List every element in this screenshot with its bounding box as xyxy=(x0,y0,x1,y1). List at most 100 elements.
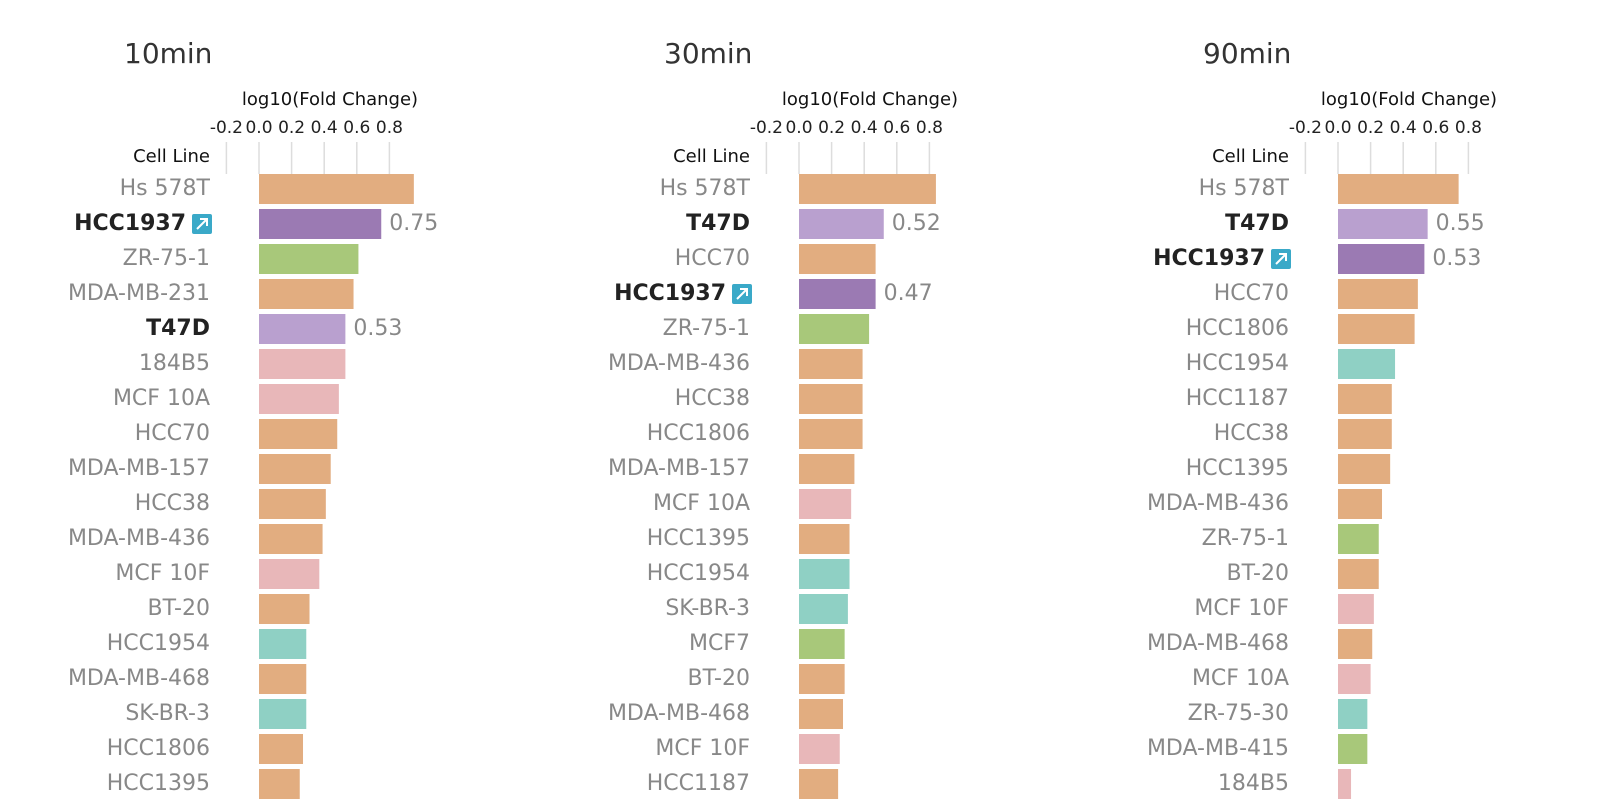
value-label: 0.53 xyxy=(353,316,402,341)
bar xyxy=(259,244,359,274)
bar xyxy=(259,629,307,659)
bar xyxy=(1338,594,1374,624)
y-tick-label: Hs 578T xyxy=(1199,176,1290,201)
bar xyxy=(1338,349,1396,379)
y-tick-label: HCC38 xyxy=(1214,421,1289,446)
bar xyxy=(799,699,844,729)
x-tick-label: -0.2 xyxy=(750,118,783,138)
bar xyxy=(259,594,310,624)
link-arrow xyxy=(196,218,208,230)
bar xyxy=(1338,489,1383,519)
x-axis-label: log10(Fold Change) xyxy=(1321,89,1497,110)
bar xyxy=(1338,559,1379,589)
bar xyxy=(1338,419,1392,449)
y-tick-label: MDA-MB-415 xyxy=(1147,736,1289,761)
x-tick-label: 0.4 xyxy=(1390,118,1417,138)
x-tick-label: 0.8 xyxy=(1455,118,1482,138)
x-tick-label: 0.6 xyxy=(883,118,910,138)
bar xyxy=(259,559,320,589)
y-tick-label: BT-20 xyxy=(148,596,210,621)
bar xyxy=(1338,244,1425,274)
value-label: 0.55 xyxy=(1436,211,1485,236)
bar xyxy=(799,524,850,554)
bar xyxy=(799,419,863,449)
bar xyxy=(799,489,852,519)
y-tick-label: MCF 10F xyxy=(655,736,750,761)
bar xyxy=(259,419,338,449)
x-tick-label: 0.2 xyxy=(1357,118,1384,138)
y-tick-label: HCC1937 xyxy=(614,281,726,306)
y-tick-label: HCC38 xyxy=(135,491,210,516)
bar xyxy=(1338,174,1459,204)
panel: 10min log10(Fold Change) Cell Line-0.2 0.0 0… xyxy=(68,37,438,799)
x-axis-label: log10(Fold Change) xyxy=(782,89,958,110)
bar xyxy=(259,489,326,519)
bar xyxy=(799,279,876,309)
y-tick-label: Hs 578T xyxy=(660,176,751,201)
bar xyxy=(259,349,346,379)
y-tick-label: MDA-MB-231 xyxy=(68,281,210,306)
value-label: 0.47 xyxy=(884,281,933,306)
y-tick-label: MDA-MB-436 xyxy=(1147,491,1289,516)
y-tick-label: HCC1806 xyxy=(107,736,210,761)
y-tick-label: 184B5 xyxy=(1218,771,1289,796)
y-tick-label: Hs 578T xyxy=(120,176,211,201)
bar xyxy=(799,664,845,694)
y-tick-label: 184B5 xyxy=(139,351,210,376)
bar xyxy=(1338,524,1379,554)
y-tick-label: HCC1954 xyxy=(107,631,210,656)
bar xyxy=(259,279,354,309)
y-tick-label: HCC1954 xyxy=(647,561,750,586)
x-tick-label: 0.2 xyxy=(818,118,845,138)
x-tick-label: 0.8 xyxy=(916,118,943,138)
y-tick-label: HCC1395 xyxy=(1186,456,1289,481)
bar xyxy=(1338,769,1352,799)
y-tick-label: MDA-MB-436 xyxy=(68,526,210,551)
y-tick-label: MCF 10F xyxy=(1194,596,1289,621)
y-tick-label: MDA-MB-436 xyxy=(608,351,750,376)
bar xyxy=(799,594,848,624)
y-tick-label: HCC1187 xyxy=(647,771,750,796)
y-tick-label: HCC1937 xyxy=(74,211,186,236)
bar xyxy=(259,454,331,484)
bar xyxy=(799,629,845,659)
value-label: 0.75 xyxy=(389,211,438,236)
y-tick-label: HCC1187 xyxy=(1186,386,1289,411)
bar xyxy=(799,349,863,379)
y-tick-label: SK-BR-3 xyxy=(125,701,210,726)
y-tick-label: MCF 10A xyxy=(113,386,210,411)
x-tick-label: 0.6 xyxy=(343,118,370,138)
x-tick-label: 0.6 xyxy=(1422,118,1449,138)
bar xyxy=(1338,384,1392,414)
y-tick-label: HCC1395 xyxy=(107,771,210,796)
bar xyxy=(799,734,840,764)
y-tick-label: HCC70 xyxy=(675,246,750,271)
x-tick-label: 0.2 xyxy=(278,118,305,138)
y-tick-label: HCC1806 xyxy=(1186,316,1289,341)
y-tick-label: MCF 10A xyxy=(653,491,750,516)
bar xyxy=(1338,314,1415,344)
bar xyxy=(259,174,414,204)
y-tick-label: MDA-MB-468 xyxy=(1147,631,1289,656)
y-tick-label: ZR-75-30 xyxy=(1188,701,1289,726)
bar xyxy=(1338,209,1428,239)
bar xyxy=(259,734,304,764)
y-tick-label: T47D xyxy=(146,316,210,341)
bar xyxy=(259,699,307,729)
bar xyxy=(1338,279,1418,309)
y-tick-label: MDA-MB-157 xyxy=(608,456,750,481)
x-tick-label: 0.8 xyxy=(376,118,403,138)
bar xyxy=(799,244,876,274)
y-tick-label: HCC1954 xyxy=(1186,351,1289,376)
x-tick-label: 0.0 xyxy=(1324,118,1351,138)
x-tick-label: -0.2 xyxy=(1289,118,1322,138)
panel-title: 90min xyxy=(1203,37,1291,70)
y-axis-label: Cell Line xyxy=(133,146,210,167)
y-tick-label: ZR-75-1 xyxy=(663,316,750,341)
x-tick-label: 0.0 xyxy=(785,118,812,138)
y-tick-label: MDA-MB-468 xyxy=(68,666,210,691)
bar xyxy=(259,524,323,554)
y-tick-label: T47D xyxy=(686,211,750,236)
y-tick-label: MDA-MB-157 xyxy=(68,456,210,481)
